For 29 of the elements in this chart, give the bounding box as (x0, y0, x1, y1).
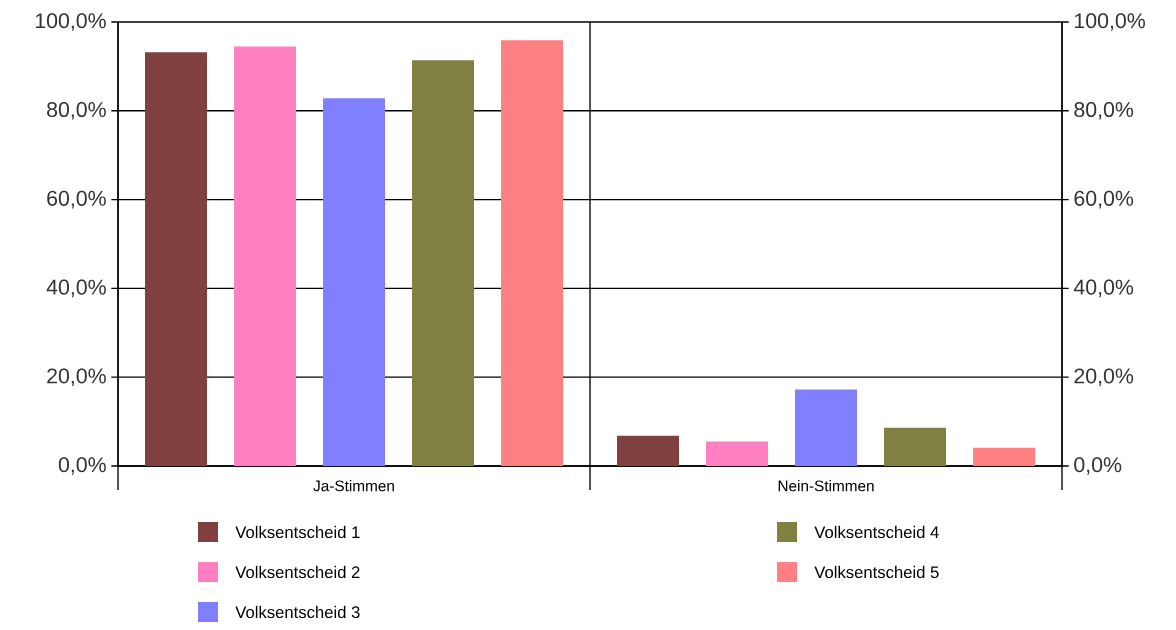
x-tick-label: Ja-Stimmen (313, 480, 394, 492)
legend-label: Volksentscheid 5 (814, 565, 939, 579)
x-tick-label: Nein-Stimmen (778, 480, 874, 492)
y-tick-label: 0,0% (58, 457, 106, 475)
y2-tick-label: 0,0% (1074, 457, 1122, 475)
bar (884, 427, 947, 466)
bar (323, 98, 386, 466)
y2-tick-label: 40,0% (1073, 279, 1134, 298)
y-tick-label: 20,0% (47, 368, 106, 386)
y2-tick-label: 100,0% (1075, 13, 1145, 31)
bar (617, 435, 680, 466)
y2-tick-label: 80,0% (1074, 101, 1134, 120)
y-tick-label: 40,0% (46, 279, 106, 298)
y2-tick-label: 20,0% (1074, 368, 1134, 386)
legend-label: Volksentscheid 3 (235, 605, 360, 619)
bar (234, 46, 297, 466)
legend-label: Volksentscheid 4 (814, 525, 939, 539)
legend-label: Volksentscheid 2 (235, 565, 360, 579)
y2-tick-label: 60,0% (1074, 190, 1134, 209)
y-tick-label: 60,0% (47, 190, 106, 209)
y-tick-label: 100,0% (35, 13, 106, 31)
y-tick-label: 80,0% (47, 101, 106, 120)
bar (795, 389, 858, 466)
bar (973, 447, 1036, 466)
bar (412, 60, 475, 466)
legend-label: Volksentscheid 1 (235, 525, 360, 539)
bar (501, 40, 564, 466)
bar (706, 441, 769, 466)
bar (145, 52, 208, 466)
